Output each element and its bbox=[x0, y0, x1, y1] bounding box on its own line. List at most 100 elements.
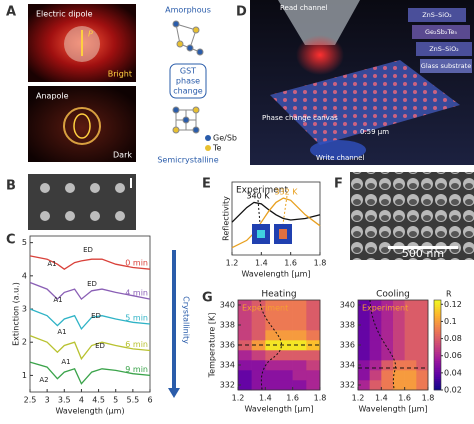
heat-cell bbox=[251, 300, 266, 311]
colorbar-label: 0.08 bbox=[444, 334, 462, 343]
heat-cell bbox=[393, 370, 405, 381]
chart-title: Cooling bbox=[376, 290, 410, 300]
y-tick-label: 2 bbox=[22, 338, 27, 347]
heat-cell bbox=[279, 350, 293, 361]
panel-label: C bbox=[6, 233, 16, 248]
annotation: Experiment bbox=[242, 304, 288, 313]
inset bbox=[279, 229, 287, 239]
colorbar-segment bbox=[434, 372, 441, 375]
colorbar-segment bbox=[434, 306, 441, 310]
colorbar-segment bbox=[434, 327, 441, 330]
series-label: 0 min bbox=[125, 259, 148, 268]
heat-cell bbox=[381, 370, 394, 381]
heat-cell bbox=[416, 340, 429, 351]
series-label: 332 K bbox=[274, 188, 298, 197]
x-tick-label: 2.5 bbox=[24, 396, 37, 405]
heat-cell bbox=[265, 380, 280, 391]
y-tick-label: 340 bbox=[340, 301, 355, 310]
label: Bright bbox=[108, 70, 132, 79]
y-tick-label: 334 bbox=[340, 361, 355, 370]
colorbar-title: R bbox=[446, 290, 452, 299]
heat-cell bbox=[358, 350, 370, 361]
heat-cell bbox=[251, 370, 266, 381]
y-tick-label: 340 bbox=[220, 301, 235, 310]
y-tick-label: 334 bbox=[220, 361, 235, 370]
side-label: Crystallinity bbox=[182, 296, 191, 344]
heat-cell bbox=[251, 350, 266, 361]
label: Anapole bbox=[36, 92, 69, 101]
x-tick-label: 1.6 bbox=[284, 259, 297, 268]
colorbar-segment bbox=[434, 300, 441, 303]
colorbar-segment bbox=[434, 376, 441, 380]
heat-cell bbox=[238, 340, 252, 351]
heat-cell bbox=[265, 330, 280, 341]
heat-cell bbox=[279, 370, 293, 381]
y-axis-label: Extinction (a.u.) bbox=[12, 282, 21, 346]
heat-cell bbox=[265, 350, 280, 361]
toroid bbox=[73, 113, 91, 139]
colorbar-segment bbox=[434, 378, 441, 382]
x-tick-label: 4.5 bbox=[92, 396, 105, 405]
heat-cell bbox=[381, 310, 394, 321]
x-tick-label: 3 bbox=[45, 396, 50, 405]
sem-image bbox=[350, 172, 474, 260]
heat-cell bbox=[292, 380, 307, 391]
colorbar-segment bbox=[434, 369, 441, 373]
colorbar-segment bbox=[434, 356, 441, 359]
heat-cell bbox=[369, 360, 382, 371]
heat-cell bbox=[279, 300, 293, 311]
annotation: Experiment bbox=[362, 304, 408, 313]
colorbar-label: 0.06 bbox=[444, 351, 462, 360]
x-tick-label: 5.5 bbox=[126, 396, 139, 405]
heat-cell bbox=[393, 310, 405, 321]
heat-cell bbox=[306, 310, 321, 321]
heat-cell bbox=[358, 310, 370, 321]
heat-cell bbox=[306, 360, 321, 371]
colorbar-segment bbox=[434, 367, 441, 371]
heat-cell bbox=[404, 380, 417, 391]
heat-cell bbox=[292, 310, 307, 321]
canvas bbox=[270, 60, 460, 145]
x-axis-label: Wavelength [μm] bbox=[358, 405, 427, 414]
heat-cell bbox=[416, 360, 429, 371]
heat-cell bbox=[265, 340, 280, 351]
scale-label: 500 nm bbox=[402, 247, 444, 260]
x-axis-label: Wavelength [μm] bbox=[244, 405, 313, 414]
heat-cell bbox=[416, 320, 429, 331]
inset bbox=[257, 230, 265, 238]
heat-cell bbox=[306, 350, 321, 361]
heat-cell bbox=[265, 320, 280, 331]
colorbar-segment bbox=[434, 363, 441, 366]
x-tick-label: 1.6 bbox=[398, 394, 411, 403]
heat-cell bbox=[381, 350, 394, 361]
y-tick-label: 336 bbox=[340, 341, 355, 350]
x-tick-label: 3.5 bbox=[58, 396, 71, 405]
y-tick-label: 336 bbox=[220, 341, 235, 350]
annotation: ED bbox=[83, 246, 93, 254]
colorbar-segment bbox=[434, 331, 441, 335]
heat-cell bbox=[358, 380, 370, 391]
colorbar-segment bbox=[434, 320, 441, 323]
heat-cell bbox=[279, 310, 293, 321]
colorbar-segment bbox=[434, 304, 441, 308]
y-tick-label: 332 bbox=[340, 381, 355, 390]
heat-cell bbox=[369, 370, 382, 381]
heat-cell bbox=[292, 300, 307, 311]
line bbox=[29, 361, 151, 385]
label: Electric dipole bbox=[36, 10, 93, 19]
label: change bbox=[173, 87, 203, 96]
heat-cell bbox=[404, 340, 417, 351]
heat-cell bbox=[292, 370, 307, 381]
line bbox=[29, 281, 151, 301]
annotation: A1 bbox=[47, 260, 56, 268]
colorbar-segment bbox=[434, 347, 441, 350]
label: Read channel bbox=[280, 4, 328, 12]
annotation: ED bbox=[91, 312, 101, 320]
heat-cell bbox=[393, 380, 405, 391]
annotation: A1 bbox=[53, 296, 62, 304]
annotation: ED bbox=[95, 342, 105, 350]
amorphous-icon bbox=[172, 20, 204, 56]
heat-cell bbox=[404, 370, 417, 381]
x-tick-label: 1.2 bbox=[232, 394, 245, 403]
series-label: 340 K bbox=[246, 192, 270, 201]
